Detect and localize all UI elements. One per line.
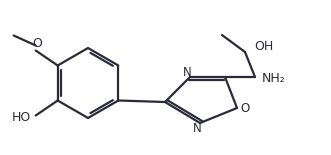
Text: N: N <box>193 122 201 135</box>
Text: OH: OH <box>255 40 274 53</box>
Text: NH₂: NH₂ <box>262 73 286 86</box>
Text: N: N <box>183 66 191 78</box>
Text: O: O <box>32 37 42 50</box>
Text: HO: HO <box>12 111 31 124</box>
Text: O: O <box>240 102 250 115</box>
